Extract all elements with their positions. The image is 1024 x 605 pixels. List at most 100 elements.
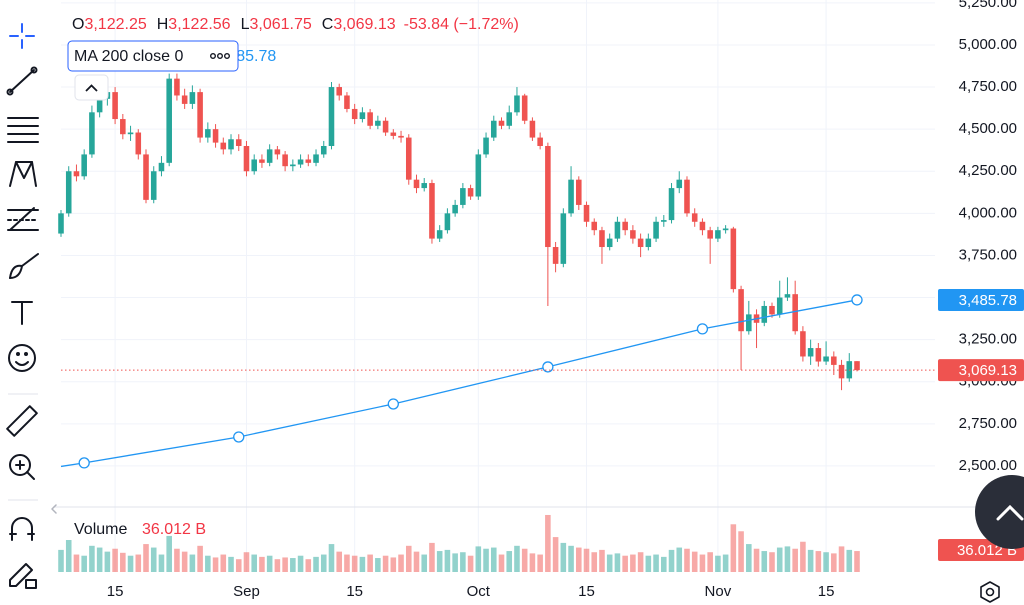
ma-legend-menu-dot — [223, 53, 230, 60]
candle-body — [351, 108, 358, 120]
chevron-up-icon — [85, 84, 98, 92]
candle-body — [614, 221, 621, 239]
ma-legend-box[interactable] — [67, 40, 239, 72]
candle-body — [205, 129, 211, 138]
volume-bar — [784, 546, 791, 572]
toolbar — [6, 23, 39, 589]
volume-bar — [228, 556, 234, 572]
candle-body — [815, 348, 822, 362]
crosshair-tool[interactable] — [9, 23, 35, 49]
candle-body — [212, 129, 219, 143]
volume-bar — [746, 544, 752, 572]
volume-bar — [351, 555, 358, 572]
volume-bar — [344, 554, 350, 572]
volume-bar — [143, 544, 149, 572]
candle-body — [251, 159, 257, 172]
volume-bar — [521, 548, 528, 572]
candle-body — [769, 305, 775, 315]
ohlc-value: 3,061.75 — [249, 16, 311, 33]
horizontal-lines-tool[interactable] — [7, 117, 39, 143]
candle-body — [514, 95, 520, 113]
last-price-tag: 3,069.13 — [959, 362, 1017, 379]
candle-body — [506, 112, 513, 126]
candle-body — [676, 179, 683, 189]
candle-body — [583, 204, 590, 222]
candle-body — [297, 159, 304, 165]
ma-handle[interactable] — [233, 431, 245, 443]
ohlc-key: O — [72, 16, 84, 33]
fib-tool[interactable] — [7, 207, 39, 231]
candle-body — [722, 228, 729, 231]
candle-body — [545, 145, 551, 248]
candle-body — [305, 159, 312, 163]
volume-bar — [776, 547, 783, 572]
ma-handle[interactable] — [78, 457, 90, 469]
volume-bar — [65, 540, 72, 572]
volume-bar — [89, 545, 95, 572]
ma-handle[interactable] — [851, 294, 863, 306]
x-tick-label: 15 — [346, 583, 363, 600]
pattern-tool[interactable] — [9, 161, 37, 187]
volume-bar — [599, 549, 605, 572]
ohlc-value: 3,069.13 — [333, 16, 395, 33]
candle-body — [344, 95, 350, 109]
volume-bar — [591, 552, 598, 572]
y-tick-label: 3,750.00 — [959, 246, 1017, 263]
volume-bar — [838, 546, 845, 572]
scroll-to-top-button[interactable] — [975, 475, 1024, 549]
volume-bar — [637, 552, 644, 572]
volume-bar — [800, 541, 806, 572]
ma-handle[interactable] — [542, 361, 554, 373]
candle-body — [150, 171, 157, 200]
volume-bar — [645, 555, 652, 572]
ma-handle[interactable] — [696, 323, 709, 335]
brush-tool[interactable] — [9, 253, 39, 279]
candle-body — [452, 204, 458, 214]
volume-bar — [174, 548, 180, 572]
trend-line-tool[interactable] — [6, 66, 38, 96]
volume-bar — [382, 555, 389, 572]
volume-bar — [529, 553, 536, 572]
legend-collapse-button[interactable] — [74, 74, 109, 101]
collapse-pane-button[interactable] — [51, 504, 57, 514]
candle-body — [228, 139, 234, 150]
x-tick-label: 15 — [578, 583, 595, 600]
volume-bar — [120, 552, 126, 572]
candle-body — [189, 92, 196, 104]
ma-handle[interactable] — [387, 398, 399, 410]
candle-body — [699, 221, 706, 231]
magnet-tool[interactable] — [9, 517, 35, 541]
ma-price-tag-bg — [938, 288, 1024, 311]
chevron-up-icon — [996, 504, 1024, 521]
y-tick-label: 5,250.00 — [959, 0, 1017, 11]
settings-button[interactable] — [980, 581, 1000, 603]
volume-bar — [467, 555, 474, 572]
candle-body — [274, 149, 281, 155]
lock-drawing-tool[interactable] — [9, 563, 37, 589]
volume-bar — [498, 554, 505, 572]
candle-body — [560, 213, 567, 264]
volume-bar — [197, 545, 203, 572]
volume-bar — [367, 554, 373, 572]
zoom-tool[interactable] — [9, 454, 35, 480]
candle-body — [691, 213, 698, 222]
volume-bar — [583, 548, 590, 572]
emoji-tool[interactable] — [8, 344, 36, 372]
volume-bar — [661, 556, 667, 572]
volume-bar — [823, 552, 829, 572]
candle-body — [661, 220, 667, 222]
candle-body — [405, 137, 412, 180]
volume-bar — [436, 551, 443, 572]
volume-bar — [807, 549, 814, 572]
ruler-tool[interactable] — [6, 405, 38, 437]
candle-body — [552, 247, 559, 264]
volume-bar — [375, 558, 381, 572]
volume-bar — [421, 554, 428, 572]
volume-bar — [205, 555, 211, 572]
candle-body — [746, 314, 752, 332]
candle-body — [73, 171, 80, 177]
candle-body — [838, 364, 845, 379]
volume-bar — [622, 555, 628, 572]
text-tool[interactable] — [11, 301, 33, 325]
